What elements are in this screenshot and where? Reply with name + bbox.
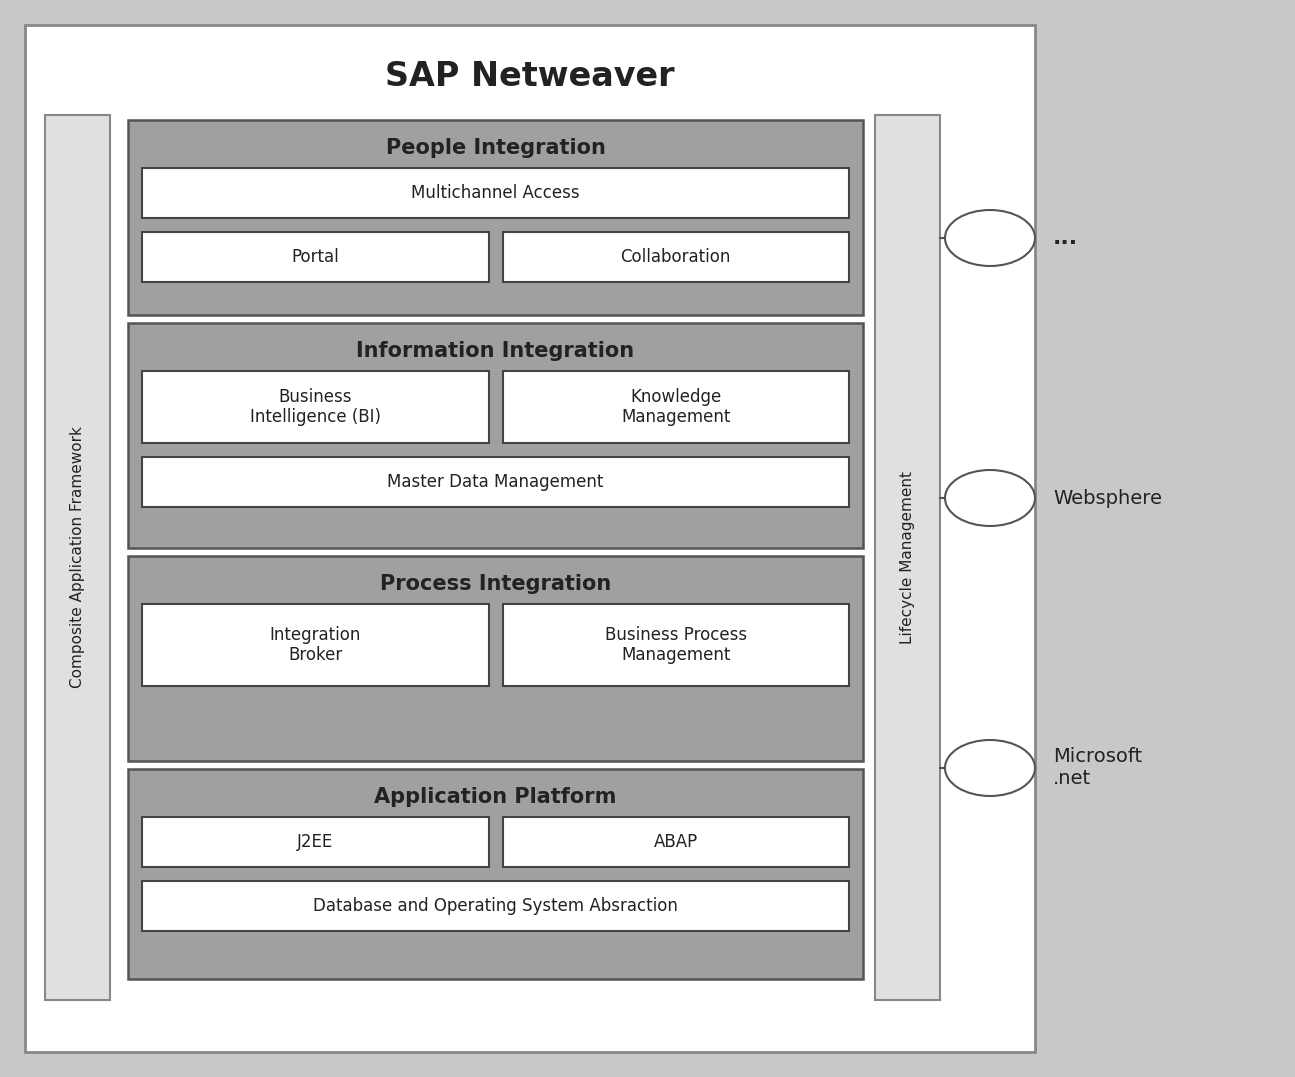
- Bar: [142, 232, 488, 282]
- Text: Collaboration: Collaboration: [620, 248, 730, 266]
- Bar: [502, 370, 850, 443]
- Text: Composite Application Framework: Composite Application Framework: [70, 426, 85, 688]
- Ellipse shape: [945, 740, 1035, 796]
- Bar: [502, 817, 850, 867]
- Bar: [142, 881, 850, 931]
- Bar: [25, 25, 1035, 1052]
- Text: Microsoft
.net: Microsoft .net: [1053, 747, 1142, 788]
- Text: Websphere: Websphere: [1053, 489, 1162, 507]
- Text: People Integration: People Integration: [386, 138, 606, 158]
- Bar: [142, 457, 850, 507]
- Bar: [502, 232, 850, 282]
- Text: Knowledge
Management: Knowledge Management: [622, 388, 730, 426]
- Bar: [502, 604, 850, 686]
- Text: Information Integration: Information Integration: [356, 341, 635, 361]
- Ellipse shape: [945, 210, 1035, 266]
- Bar: [45, 115, 110, 1001]
- Text: J2EE: J2EE: [297, 833, 333, 851]
- Text: Lifecycle Management: Lifecycle Management: [900, 471, 916, 644]
- Text: Integration
Broker: Integration Broker: [269, 626, 361, 665]
- Text: Database and Operating System Absraction: Database and Operating System Absraction: [313, 897, 679, 915]
- Bar: [142, 370, 488, 443]
- Text: Application Platform: Application Platform: [374, 787, 616, 807]
- Bar: [142, 168, 850, 218]
- Bar: [142, 604, 488, 686]
- Text: SAP Netweaver: SAP Netweaver: [385, 60, 675, 94]
- Text: Portal: Portal: [291, 248, 339, 266]
- Ellipse shape: [945, 470, 1035, 526]
- Bar: [128, 323, 862, 548]
- Text: ...: ...: [1053, 228, 1079, 248]
- Bar: [128, 120, 862, 314]
- Bar: [875, 115, 940, 1001]
- Text: Master Data Management: Master Data Management: [387, 473, 603, 491]
- Text: ABAP: ABAP: [654, 833, 698, 851]
- Text: Business
Intelligence (BI): Business Intelligence (BI): [250, 388, 381, 426]
- Bar: [128, 769, 862, 979]
- Bar: [142, 817, 488, 867]
- Bar: [128, 556, 862, 761]
- Text: Business Process
Management: Business Process Management: [605, 626, 747, 665]
- Text: Process Integration: Process Integration: [379, 574, 611, 595]
- Text: Multichannel Access: Multichannel Access: [412, 184, 580, 202]
